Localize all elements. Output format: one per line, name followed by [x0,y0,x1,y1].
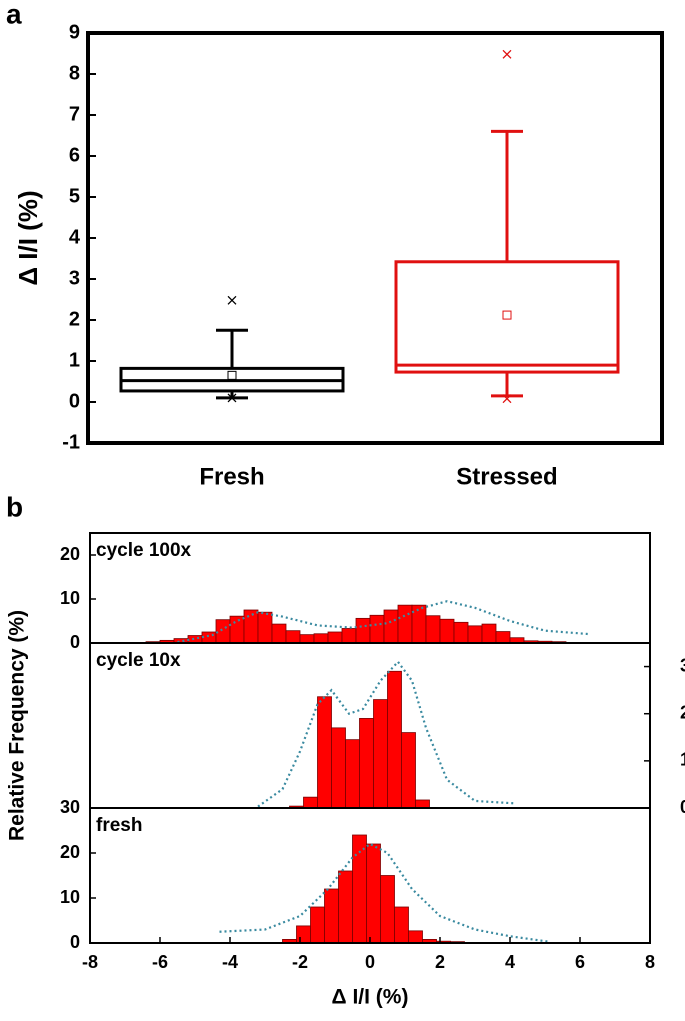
x-tick-label: -4 [222,952,238,972]
histogram-bar [411,604,427,644]
x-axis-label: Δ I/I (%) [332,986,409,1009]
histogram-bar [303,796,318,809]
histogram-bar [285,630,301,644]
plot-frame [86,31,664,445]
panel-label: cycle 10x [96,650,181,671]
histogram-bar [327,631,343,644]
y-tick-label: 8 [69,62,80,84]
y-tick-label: 30 [680,655,685,675]
histogram-bar [299,634,315,644]
y-tick-label: 10 [680,750,685,770]
y-tick-label: 6 [69,144,80,166]
box [394,260,620,374]
x-tick-label: Stressed [456,463,557,490]
fit-curve [219,842,549,943]
histogram-bar [366,843,381,944]
outlier [227,295,237,305]
outlier [502,394,512,404]
panel-letter: a [6,0,22,29]
x-tick-label: Fresh [199,463,264,490]
histogram-bar [415,799,430,809]
mean-marker [227,370,237,380]
histogram-bar [369,614,385,644]
x-tick-label: -8 [82,952,98,972]
fit-curve [257,660,514,808]
histogram-bar [380,875,395,944]
y-tick-label: 9 [69,21,80,43]
y-tick-label: 0 [70,632,80,652]
histogram-bar [394,906,409,944]
histogram-bar [331,727,346,809]
histogram-bar [215,619,231,644]
fit-curve [177,600,591,644]
histogram-bar [425,615,441,644]
y-tick-label: 20 [60,544,80,564]
histogram-bar [243,609,259,644]
y-tick-label: 10 [60,588,80,608]
histogram-bar [397,604,413,644]
x-tick-label: -6 [152,952,168,972]
y-tick-label: -1 [62,431,80,453]
histogram-bar [467,625,483,644]
histogram-bar [271,623,287,644]
y-tick-label: 5 [69,185,80,207]
histogram-bar [481,623,497,644]
histogram-bar [229,615,245,644]
histogram-bar [439,618,455,644]
histogram-bar [387,670,402,809]
histogram-bar [345,739,360,809]
histogram-bar [355,617,371,644]
y-axis-label: Relative Frequency (%) [6,610,29,841]
x-tick-label: -2 [292,952,308,972]
histogram-bar [296,925,311,944]
histogram-bar [359,718,374,809]
histogram-bar [495,631,511,644]
plot-frame [89,807,651,944]
histogram-bar [341,628,357,644]
histogram-bar [317,696,332,809]
histogram-bar [373,699,388,809]
histogram-bar [187,635,203,644]
panel-letter: b [6,491,23,522]
x-tick-label: 0 [365,952,375,972]
histogram-bar [324,888,339,944]
histogram-bar [310,906,325,944]
histogram-bar [401,732,416,809]
y-tick-label: 0 [69,390,80,412]
y-tick-label: 2 [69,308,80,330]
histogram-bar [408,930,423,944]
histogram-bar [313,633,329,644]
histogram-bar [338,870,353,944]
outlier [227,393,237,403]
y-tick-label: 10 [60,887,80,907]
histogram-bar [383,609,399,644]
panel-label: cycle 100x [96,540,192,561]
y-tick-label: 3 [69,267,80,289]
y-tick-label: 1 [69,349,80,371]
histogram-bar [453,621,469,644]
y-tick-label: 20 [60,842,80,862]
x-tick-label: 8 [645,952,655,972]
y-tick-label: 0 [680,797,685,817]
y-tick-label: 20 [680,702,685,722]
y-tick-label: 4 [69,226,81,248]
x-tick-label: 2 [435,952,445,972]
outlier [502,49,512,59]
y-tick-label: 7 [69,103,80,125]
y-axis-label: Δ I/I (%) [13,190,43,285]
y-tick-label: 30 [60,797,80,817]
x-tick-label: 4 [505,952,515,972]
panel-label: fresh [96,815,142,836]
histogram-bar [257,611,273,644]
y-tick-label: 0 [70,932,80,952]
mean-marker [502,310,512,320]
x-tick-label: 6 [575,952,585,972]
